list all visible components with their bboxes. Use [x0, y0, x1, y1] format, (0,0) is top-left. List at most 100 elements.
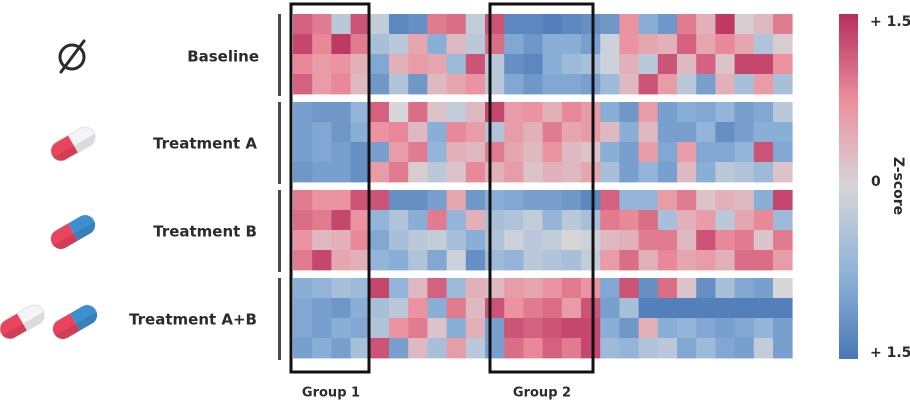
- heatmap-cell: [485, 278, 505, 299]
- heatmap-cell: [446, 102, 467, 123]
- heatmap-cell: [753, 122, 774, 143]
- heatmap-cell: [696, 74, 716, 95]
- heatmap-cell: [734, 34, 755, 55]
- heatmap-cell: [389, 122, 409, 143]
- heatmap-cell: [753, 210, 774, 231]
- heatmap-cell: [696, 318, 716, 339]
- heatmap-cell: [753, 54, 774, 75]
- heatmap-cell: [523, 34, 543, 55]
- heatmap-cell: [331, 142, 351, 163]
- heatmap-cell: [696, 250, 716, 271]
- heatmap-cell: [465, 338, 486, 359]
- heatmap-cell: [619, 54, 639, 75]
- heatmap-cell: [331, 122, 351, 143]
- heatmap-cell: [427, 210, 447, 231]
- column-group-box-2: [488, 2, 595, 374]
- heatmap-cell: [734, 142, 755, 163]
- heatmap-cell: [485, 142, 505, 163]
- heatmap-cell: [600, 250, 620, 271]
- heatmap-cell: [408, 54, 428, 75]
- heatmap-cell: [331, 34, 351, 55]
- heatmap-cell: [350, 34, 371, 55]
- heatmap-cell: [465, 74, 486, 95]
- heatmap-cell: [446, 34, 467, 55]
- heatmap-cell: [657, 298, 678, 319]
- heatmap-cell: [485, 250, 505, 271]
- heatmap-cell: [389, 210, 409, 231]
- heatmap-cell: [523, 14, 543, 35]
- heatmap-cell: [657, 278, 678, 299]
- heatmap-cell: [542, 142, 563, 163]
- heatmap-cell: [293, 122, 313, 143]
- heatmap-cell: [715, 278, 735, 299]
- heatmap-cell: [350, 278, 371, 299]
- heatmap-cell: [312, 190, 332, 211]
- heatmap-cell: [773, 338, 793, 359]
- heatmap-cell: [312, 338, 332, 359]
- heatmap-cell: [734, 250, 755, 271]
- heatmap-cell: [523, 122, 543, 143]
- heatmap-cell: [581, 142, 601, 163]
- heatmap-cell: [753, 250, 774, 271]
- heatmap-cell: [331, 250, 351, 271]
- heatmap-cell: [600, 122, 620, 143]
- heatmap-cell: [734, 210, 755, 231]
- heatmap-cell: [465, 162, 486, 183]
- heatmap-cell: [773, 230, 793, 251]
- heatmap-cell: [542, 338, 563, 359]
- heatmap-cell: [389, 162, 409, 183]
- heatmap-cell: [600, 318, 620, 339]
- heatmap-cell: [427, 34, 447, 55]
- heatmap-cell: [312, 250, 332, 271]
- heatmap-cell: [446, 122, 467, 143]
- heatmap-cell: [561, 210, 582, 231]
- column-group-box-1: [289, 2, 371, 374]
- heatmap-cell: [619, 298, 639, 319]
- heatmap-cell: [542, 250, 563, 271]
- heatmap-cell: [369, 278, 390, 299]
- heatmap-cell: [542, 54, 563, 75]
- heatmap-cell: [657, 122, 678, 143]
- pill-red-white-icon: [47, 123, 99, 165]
- heatmap-cell: [312, 298, 332, 319]
- heatmap-cell: [696, 54, 716, 75]
- heatmap-cell: [523, 142, 543, 163]
- heatmap-cell: [734, 122, 755, 143]
- heatmap-cell: [465, 54, 486, 75]
- heatmap-cell: [389, 142, 409, 163]
- heatmap-cell: [389, 102, 409, 123]
- heatmap-cell: [657, 54, 678, 75]
- heatmap-cell: [350, 122, 371, 143]
- heatmap-cell: [657, 162, 678, 183]
- heatmap-cell: [696, 14, 716, 35]
- heatmap-cell: [331, 74, 351, 95]
- heatmap-cell: [619, 250, 639, 271]
- heatmap-cell: [504, 250, 524, 271]
- heatmap-cell: [773, 14, 793, 35]
- row-group-bracket: [278, 102, 281, 184]
- heatmap-cell: [773, 278, 793, 299]
- heatmap-cell: [504, 14, 524, 35]
- heatmap-cell: [408, 122, 428, 143]
- heatmap-cell: [600, 102, 620, 123]
- heatmap-cell: [446, 162, 467, 183]
- heatmap-cell: [542, 14, 563, 35]
- heatmap-cell: [773, 250, 793, 271]
- pill-red-blue-icon: [47, 211, 99, 253]
- heatmap-cell: [753, 190, 774, 211]
- heatmap-cell: [369, 34, 390, 55]
- heatmap-cell: [523, 162, 543, 183]
- heatmap-cell: [561, 230, 582, 251]
- heatmap-cell: [581, 210, 601, 231]
- heatmap-cell: [369, 142, 390, 163]
- heatmap-cell: [561, 338, 582, 359]
- heatmap-cell: [619, 190, 639, 211]
- heatmap-cell: [369, 338, 390, 359]
- heatmap-cell: [427, 122, 447, 143]
- heatmap-cell: [600, 142, 620, 163]
- heatmap-cell: [523, 318, 543, 339]
- heatmap-cell: [773, 54, 793, 75]
- heatmap-cell: [696, 210, 716, 231]
- heatmap-cell: [389, 34, 409, 55]
- heatmap-cell: [715, 54, 735, 75]
